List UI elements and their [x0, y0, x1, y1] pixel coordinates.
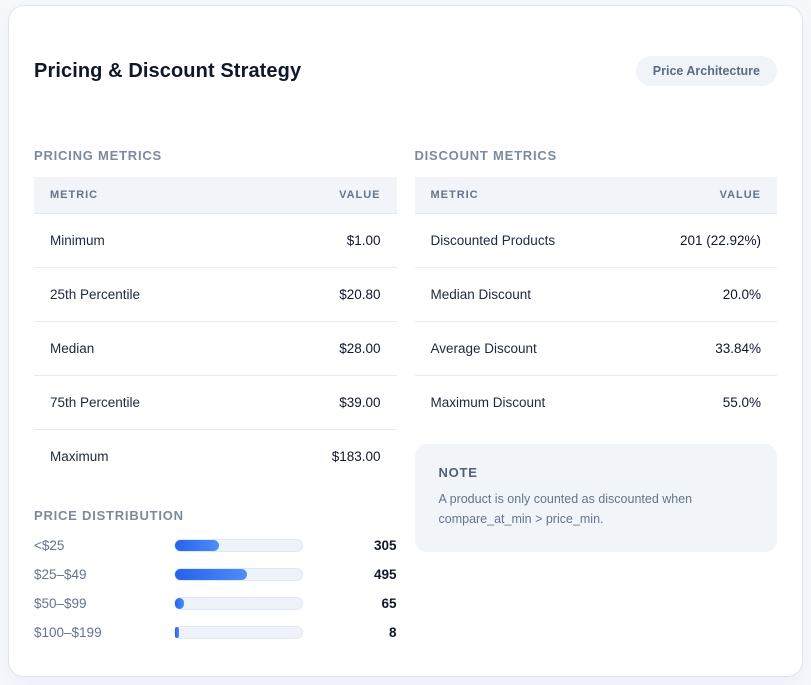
table-header-row: METRIC VALUE	[34, 177, 397, 214]
table-row: Discounted Products 201 (22.92%)	[415, 214, 778, 268]
right-column: DISCOUNT METRICS METRIC VALUE Discounted…	[414, 148, 778, 552]
distribution-bucket-label: $25–$49	[34, 567, 87, 582]
distribution-bucket-label: $50–$99	[34, 596, 87, 611]
distribution-bucket-label: $100–$199	[34, 625, 102, 640]
left-column: PRICING METRICS METRIC VALUE Minimum $1.…	[34, 148, 397, 647]
table-header-row: METRIC VALUE	[414, 177, 777, 214]
discount-metrics-table: METRIC VALUE Discounted Products 201 (22…	[414, 177, 778, 429]
metric-value: $1.00	[346, 233, 381, 248]
metric-value: 20.0%	[625, 267, 777, 322]
metric-label: Median	[34, 321, 253, 376]
table-row: Median $28.00	[34, 321, 397, 376]
distribution-bar-track	[174, 626, 303, 639]
content-grid: PRICING METRICS METRIC VALUE Minimum $1.…	[9, 148, 802, 647]
price-distribution-section: PRICE DISTRIBUTION <$25 305 $25–$49 495 …	[34, 508, 397, 647]
distribution-bar-fill	[175, 569, 247, 580]
metric-label: Minimum	[50, 233, 105, 248]
pricing-metrics-section: PRICING METRICS METRIC VALUE Minimum $1.…	[34, 148, 397, 483]
metric-label: Average Discount	[414, 321, 625, 376]
metric-label: Median Discount	[414, 267, 625, 322]
distribution-bucket-label: <$25	[34, 538, 65, 553]
metric-value: 33.84%	[625, 321, 777, 376]
distribution-row: $25–$49 495	[34, 560, 397, 589]
metric-value: 201 (22.92%)	[679, 233, 761, 248]
metric-label: 25th Percentile	[34, 267, 253, 322]
discount-metrics-section: DISCOUNT METRICS METRIC VALUE Discounted…	[414, 148, 778, 429]
metric-value: $39.00	[252, 375, 397, 430]
pricing-metrics-table: METRIC VALUE Minimum $1.00 25th Percenti…	[34, 177, 397, 483]
metric-value: $183.00	[252, 429, 397, 483]
metric-label: Maximum	[34, 429, 253, 483]
distribution-row: $50–$99 65	[34, 589, 397, 618]
metric-label: 75th Percentile	[34, 375, 253, 430]
note-text: A product is only counted as discounted …	[438, 492, 693, 526]
price-distribution-title: PRICE DISTRIBUTION	[34, 508, 184, 523]
note-title: NOTE	[438, 465, 478, 480]
table-row: Maximum $183.00	[34, 429, 397, 483]
distribution-row: <$25 305	[34, 531, 397, 560]
pricing-discount-card: Pricing & Discount Strategy Price Archit…	[8, 5, 803, 677]
distribution-bar-track	[174, 597, 303, 610]
table-row: Average Discount 33.84%	[414, 321, 777, 376]
distribution-count: 495	[373, 567, 397, 582]
note-box: NOTE A product is only counted as discou…	[414, 444, 777, 552]
table-row: 75th Percentile $39.00	[34, 375, 397, 430]
distribution-bar-fill	[175, 627, 179, 638]
table-row: Maximum Discount 55.0%	[414, 375, 777, 429]
distribution-bar-fill	[175, 598, 185, 609]
table-row: 25th Percentile $20.80	[34, 267, 397, 322]
distribution-count: 305	[373, 538, 397, 553]
distribution-row: $100–$199 8	[34, 618, 397, 647]
metric-value: 55.0%	[625, 375, 777, 429]
pricing-metrics-title: PRICING METRICS	[34, 148, 162, 163]
metric-column-header: METRIC	[414, 177, 625, 214]
distribution-bar-track	[174, 568, 303, 581]
metric-label: Discounted Products	[430, 233, 556, 248]
table-row: Median Discount 20.0%	[414, 267, 777, 322]
page-title: Pricing & Discount Strategy	[34, 59, 302, 82]
discount-metrics-title: DISCOUNT METRICS	[414, 148, 557, 163]
distribution-bar-track	[174, 539, 303, 552]
distribution-count: 65	[381, 596, 397, 611]
value-column-header: VALUE	[625, 177, 777, 214]
table-row: Minimum $1.00	[34, 214, 397, 268]
distribution-count: 8	[388, 625, 397, 640]
card-header: Pricing & Discount Strategy Price Archit…	[9, 6, 802, 86]
price-architecture-badge: Price Architecture	[635, 56, 777, 86]
metric-value: $28.00	[252, 321, 397, 376]
value-column-header: VALUE	[252, 177, 397, 214]
metric-value: $20.80	[252, 267, 397, 322]
distribution-bar-fill	[175, 540, 220, 551]
metric-column-header: METRIC	[34, 177, 253, 214]
metric-label: Maximum Discount	[414, 375, 625, 429]
